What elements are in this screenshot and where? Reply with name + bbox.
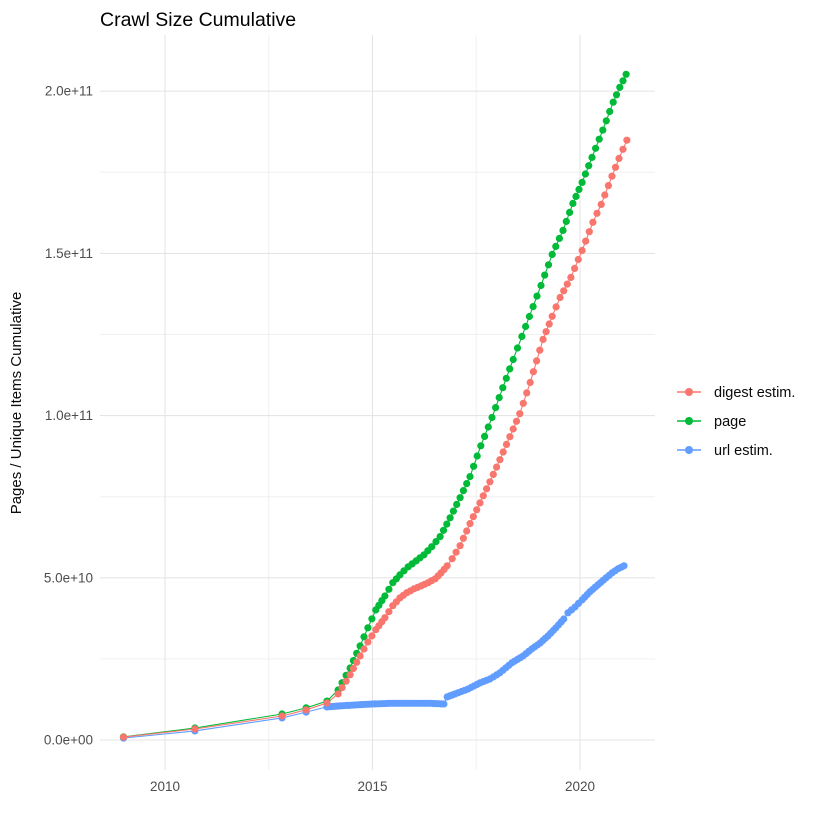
legend: digest estim. page url estim.	[677, 385, 795, 459]
legend-label: digest estim.	[714, 385, 795, 401]
y-tick-label: 0.0e+00	[44, 733, 93, 748]
series-points-page	[119, 70, 630, 741]
y-tick-label: 1.0e+11	[45, 408, 93, 423]
series-line-digest-estim-	[123, 139, 628, 738]
chart-title: Crawl Size Cumulative	[100, 9, 296, 31]
x-tick-label: 2010	[150, 779, 180, 794]
x-axis-tick-labels: 2010 2015 2020	[150, 779, 595, 794]
legend-label: page	[714, 414, 746, 430]
legend-item-url-estim: url estim.	[677, 443, 773, 459]
legend-key-dot	[685, 446, 693, 454]
legend-key-dot	[685, 388, 693, 396]
legend-item-digest-estim: digest estim.	[677, 385, 795, 401]
y-axis-title: Pages / Unique Items Cumulative	[8, 292, 25, 515]
gridlines	[100, 35, 655, 770]
series-line-url-estim-	[123, 565, 625, 739]
y-tick-label: 1.5e+11	[45, 246, 93, 261]
series-points-url-estim-	[119, 562, 628, 742]
y-tick-label: 5.0e+10	[44, 570, 93, 585]
legend-label: url estim.	[714, 443, 773, 459]
series-dots	[119, 70, 631, 742]
series-lines	[123, 74, 628, 739]
y-tick-label: 2.0e+11	[45, 84, 93, 99]
legend-key-dot	[685, 417, 693, 425]
x-tick-label: 2020	[565, 779, 595, 794]
legend-item-page: page	[677, 414, 746, 430]
y-axis-tick-labels: 0.0e+00 5.0e+10 1.0e+11 1.5e+11 2.0e+11	[44, 84, 93, 748]
x-tick-label: 2015	[357, 779, 387, 794]
series-points-digest-estim-	[119, 136, 631, 741]
